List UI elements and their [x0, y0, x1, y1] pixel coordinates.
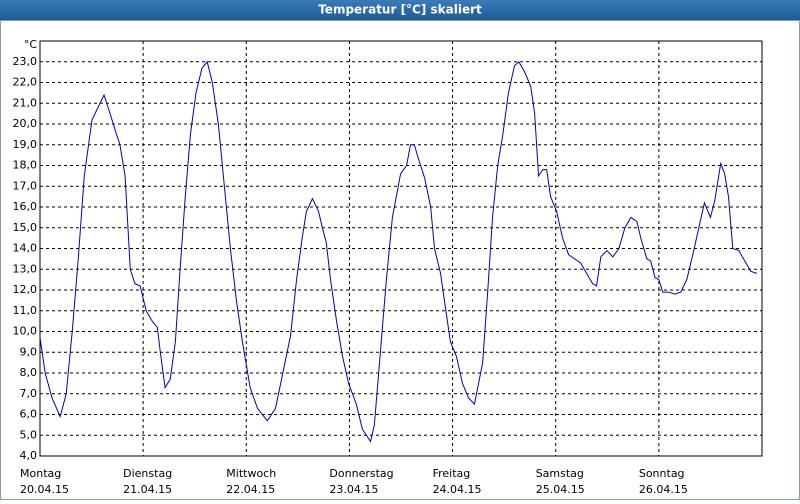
x-tick-date: 22.04.15 — [226, 483, 275, 496]
y-tick-label: 13,0 — [13, 262, 38, 275]
x-tick-date: 21.04.15 — [123, 483, 172, 496]
x-tick-label: Sonntag — [639, 467, 685, 480]
x-tick-label: Samstag — [536, 467, 584, 480]
y-tick-label: 21,0 — [13, 96, 38, 109]
x-tick-label: Mittwoch — [226, 467, 276, 480]
x-tick-date: 25.04.15 — [536, 483, 585, 496]
x-tick-label: Dienstag — [123, 467, 172, 480]
y-tick-label: 16,0 — [13, 200, 38, 213]
plot-border — [39, 40, 763, 457]
y-tick-label: 20,0 — [13, 117, 38, 130]
y-tick-label: 7,0 — [20, 387, 38, 400]
y-tick-label: 8,0 — [20, 366, 38, 379]
y-tick-label: 15,0 — [13, 221, 38, 234]
y-tick-label: 22,0 — [13, 76, 38, 89]
y-tick-label: 11,0 — [13, 304, 38, 317]
line — [39, 60, 758, 443]
title-bar — [0, 0, 800, 20]
y-tick-label: 9,0 — [20, 345, 38, 358]
y-tick-label: 12,0 — [13, 283, 38, 296]
x-tick-label: Donnerstag — [329, 467, 393, 480]
x-tick-label: Freitag — [433, 467, 471, 480]
x-tick-date: 24.04.15 — [433, 483, 482, 496]
y-tick-label: 23,0 — [13, 55, 38, 68]
y-tick-label: 18,0 — [13, 159, 38, 172]
y-tick-label: 17,0 — [13, 179, 38, 192]
y-tick-label: 14,0 — [13, 242, 38, 255]
chart-title: Temperatur [°C] skaliert — [318, 3, 482, 17]
y-tick-label: 6,0 — [20, 408, 38, 421]
x-tick-date: 26.04.15 — [639, 483, 688, 496]
y-tick-label: 19,0 — [13, 138, 38, 151]
y-tick-label: 10,0 — [13, 325, 38, 338]
y-tick-label: 5,0 — [20, 428, 38, 441]
x-tick-date: 20.04.15 — [20, 483, 69, 496]
y-tick-label: 4,0 — [20, 449, 38, 462]
x-tick-label: Montag — [20, 467, 61, 480]
y-unit: °C — [24, 38, 38, 51]
x-tick-date: 23.04.15 — [329, 483, 378, 496]
